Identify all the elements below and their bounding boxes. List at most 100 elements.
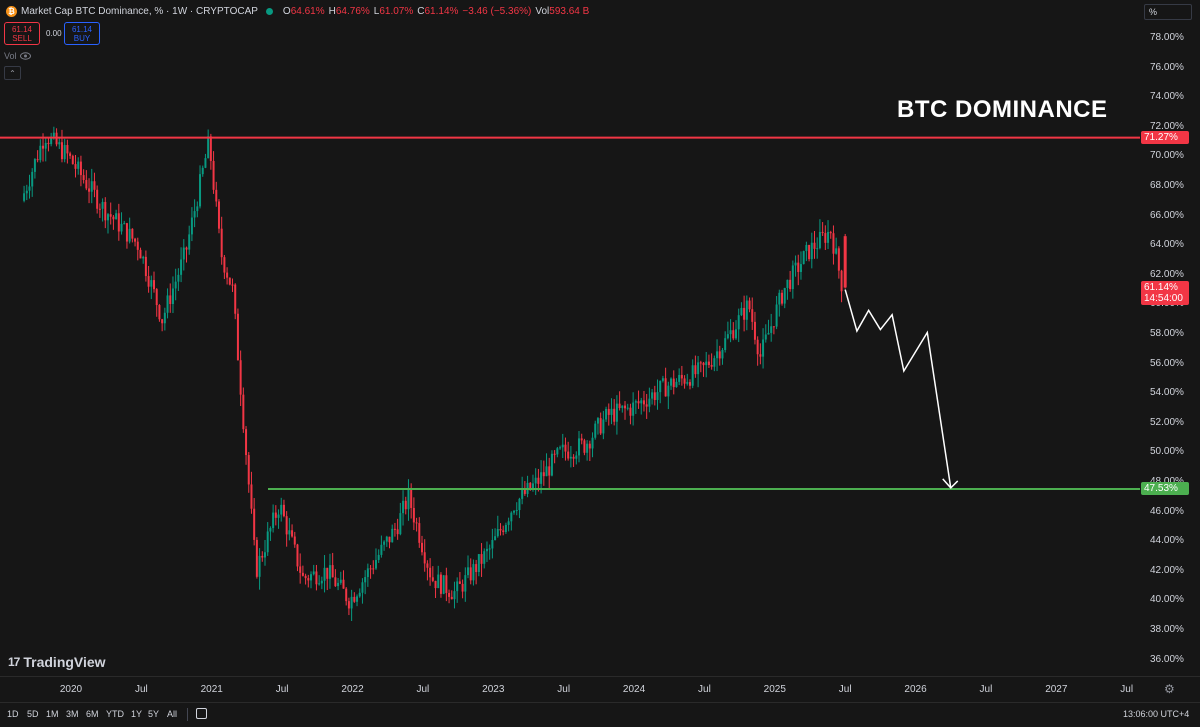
candle-body bbox=[358, 592, 361, 597]
range-button-6m[interactable]: 6M bbox=[86, 709, 99, 719]
candle-body bbox=[388, 536, 391, 543]
candle-body bbox=[66, 145, 69, 154]
candle-body bbox=[25, 190, 28, 194]
candle-body bbox=[220, 228, 223, 258]
candle-body bbox=[320, 580, 323, 584]
candle-body bbox=[345, 588, 348, 602]
price-tick-label: 42.00% bbox=[1150, 564, 1184, 576]
time-axis-label: 2027 bbox=[1045, 684, 1068, 695]
candle-body bbox=[369, 568, 372, 570]
sell-label: SELL bbox=[12, 33, 32, 43]
candle-body bbox=[713, 358, 716, 367]
candle-body bbox=[315, 571, 318, 585]
candle-body bbox=[759, 354, 762, 357]
candle-body bbox=[301, 572, 304, 576]
candle-body bbox=[217, 201, 220, 229]
range-button-all[interactable]: All bbox=[167, 709, 178, 719]
candle-body bbox=[245, 429, 248, 456]
candle-body bbox=[207, 136, 210, 159]
settings-gear-icon[interactable]: ⚙ bbox=[1164, 682, 1175, 696]
chart-area[interactable] bbox=[0, 0, 1140, 676]
candle-body bbox=[226, 272, 229, 278]
candle-body bbox=[499, 528, 502, 531]
candle-body bbox=[291, 530, 294, 537]
time-axis-label: 2024 bbox=[622, 684, 646, 695]
projection-arrow-head bbox=[942, 478, 959, 490]
candle-body bbox=[640, 400, 643, 404]
range-button-1y[interactable]: 1Y bbox=[131, 709, 143, 719]
candle-body bbox=[791, 265, 794, 290]
candle-body bbox=[797, 262, 800, 272]
candle-body bbox=[445, 575, 448, 593]
collapse-legend-button[interactable]: ⌃ bbox=[4, 66, 21, 80]
candle-body bbox=[610, 408, 613, 415]
candle-body bbox=[559, 447, 562, 449]
candle-body bbox=[835, 248, 838, 254]
range-button-1m[interactable]: 1M bbox=[46, 709, 59, 719]
candle-body bbox=[247, 455, 250, 485]
candle-body bbox=[599, 418, 602, 434]
candle-body bbox=[756, 339, 759, 355]
price-tick-label: 36.00% bbox=[1150, 653, 1184, 665]
candle-body bbox=[347, 601, 350, 609]
time-axis-label: Jul bbox=[1120, 684, 1134, 695]
candle-body bbox=[642, 400, 645, 405]
candle-body bbox=[383, 541, 386, 545]
volume-label: Vol bbox=[4, 51, 17, 61]
candle-body bbox=[323, 567, 326, 581]
range-button-5d[interactable]: 5D bbox=[27, 709, 39, 719]
resistance-price-label: 71.27% bbox=[1141, 130, 1189, 144]
candle-body bbox=[659, 380, 662, 393]
candle-body bbox=[174, 281, 177, 289]
candle-body bbox=[618, 403, 621, 409]
range-button-1d[interactable]: 1D bbox=[7, 709, 19, 719]
candle-body bbox=[515, 510, 518, 512]
time-scale[interactable]: 2020 Jul 2021 Jul 2022 Jul 2023 Jul 2024 Jul 2025 J… bbox=[0, 676, 1200, 703]
candle-body bbox=[120, 223, 123, 232]
buy-price: 61.14 bbox=[71, 24, 93, 34]
calendar-icon[interactable] bbox=[196, 708, 207, 719]
price-tick-label: 66.00% bbox=[1150, 209, 1184, 221]
candle-body bbox=[196, 206, 199, 212]
candle-body bbox=[342, 579, 345, 589]
candle-body bbox=[672, 378, 675, 388]
chart-canvas[interactable] bbox=[0, 0, 1140, 676]
price-tick-label: 56.00% bbox=[1150, 357, 1184, 369]
eye-icon[interactable] bbox=[19, 52, 31, 60]
candle-body bbox=[90, 181, 93, 192]
candle-body bbox=[586, 443, 589, 453]
buy-button[interactable]: 61.14 BUY bbox=[64, 22, 100, 45]
bar-countdown: 14:54:00 bbox=[1144, 292, 1183, 304]
clock-readout[interactable]: 13:06:00 UTC+4 bbox=[1123, 709, 1190, 719]
candle-body bbox=[209, 136, 212, 161]
time-axis-label: Jul bbox=[698, 684, 711, 695]
candle-body bbox=[396, 529, 399, 535]
candle-body bbox=[502, 530, 505, 532]
candle-body bbox=[393, 528, 396, 530]
sell-button[interactable]: 61.14 SELL bbox=[4, 22, 40, 45]
symbol-title[interactable]: Market Cap BTC Dominance, % · 1W · CRYPT… bbox=[21, 6, 258, 17]
candle-body bbox=[529, 482, 532, 490]
price-scale[interactable]: 78.00% 76.00% 74.00% 72.00% 70.00% 68.00% 66.0… bbox=[1140, 0, 1200, 676]
candle-body bbox=[231, 284, 234, 286]
candle-body bbox=[150, 280, 153, 287]
ohlc-value: 593.64 B bbox=[549, 6, 590, 17]
range-button-5y[interactable]: 5Y bbox=[148, 709, 160, 719]
candle-body bbox=[469, 567, 472, 581]
candle-body bbox=[60, 142, 63, 160]
candle-body bbox=[680, 374, 683, 379]
candle-body bbox=[718, 351, 721, 359]
candle-body bbox=[645, 404, 648, 407]
scale-mode-button[interactable]: % bbox=[1144, 4, 1192, 20]
candle-body bbox=[480, 554, 483, 564]
candle-body bbox=[182, 247, 185, 260]
range-button-3m[interactable]: 3M bbox=[66, 709, 79, 719]
range-button-ytd[interactable]: YTD bbox=[106, 709, 124, 719]
candle-body bbox=[624, 405, 627, 409]
volume-indicator-row[interactable]: Vol bbox=[4, 51, 31, 61]
candle-body bbox=[117, 213, 120, 232]
candle-body bbox=[591, 437, 594, 449]
candle-body bbox=[477, 554, 480, 573]
buy-label: BUY bbox=[73, 33, 91, 43]
tradingview-logo[interactable]: 17 TradingView bbox=[8, 654, 106, 670]
